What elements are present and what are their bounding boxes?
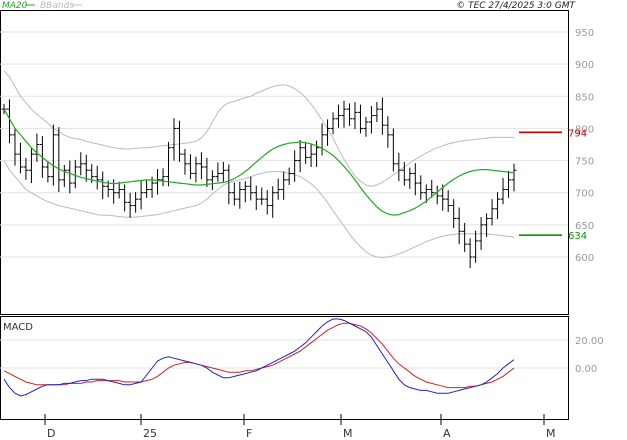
price-y-axis: 600 650 700 750 800 850 900 950 xyxy=(575,28,594,264)
price-y-tick-label: 750 xyxy=(575,157,594,168)
price-y-tick-label: 700 xyxy=(575,189,594,200)
price-panel-frame xyxy=(0,10,569,315)
macd-y-tick-label: 20.00 xyxy=(575,336,604,347)
price-y-tick-label: 650 xyxy=(575,221,594,232)
macd-title: MACD xyxy=(3,322,33,333)
macd-grid xyxy=(0,339,568,369)
x-tick-label: M xyxy=(343,427,353,440)
price-y-tick-label: 600 xyxy=(575,253,594,264)
x-tick-label: 25 xyxy=(143,427,157,440)
level-markers: 794 634 xyxy=(519,128,587,242)
bband-upper-line xyxy=(3,70,514,187)
legend-bbands: BBands xyxy=(40,1,74,11)
x-tick-label: M xyxy=(546,427,556,440)
macd-signal-line xyxy=(3,322,515,389)
macd-y-axis: 0.00 20.00 xyxy=(575,336,604,375)
price-y-tick-label: 950 xyxy=(575,28,594,39)
price-y-tick-label: 800 xyxy=(575,124,594,135)
bband-lower-line xyxy=(3,160,515,259)
ma20-line xyxy=(3,108,515,216)
price-bars xyxy=(1,97,517,268)
legend-ma20: MA20 xyxy=(2,1,28,11)
macd-series xyxy=(3,318,515,397)
price-y-tick-label: 850 xyxy=(575,92,594,103)
x-tick-label: A xyxy=(443,427,451,440)
x-tick-label: D xyxy=(47,427,55,440)
level-label: 794 xyxy=(568,128,587,139)
x-tick-label: F xyxy=(246,427,252,440)
ma20-series xyxy=(3,108,515,216)
bollinger-bands xyxy=(3,70,515,259)
x-axis: D 25 F M A M xyxy=(44,414,556,440)
macd-line xyxy=(3,318,515,397)
copyright-text: © TEC 27/4/2025 3:0 GMT xyxy=(456,1,576,11)
level-label: 634 xyxy=(568,231,587,242)
price-y-tick-label: 900 xyxy=(575,60,594,71)
macd-y-tick-label: 0.00 xyxy=(575,364,597,375)
